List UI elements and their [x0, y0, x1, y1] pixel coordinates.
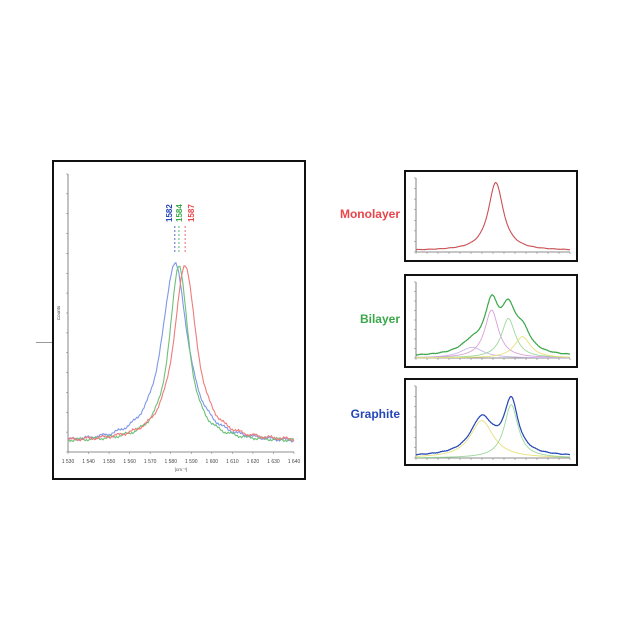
axis-stub-line [36, 342, 52, 343]
main-spectrum-svg: 1 530 1 540 1 550 1 560 1 570 1 580 1 590 1 600… [56, 173, 301, 472]
x-tick-label: 1 620 [247, 459, 260, 465]
monolayer-label: Monolayer [339, 207, 400, 221]
fit-component-line [415, 346, 571, 359]
x-axis-label: (cm⁻¹) [175, 467, 188, 472]
bilayer-inset-svg [414, 281, 571, 360]
x-tick-label: 1 590 [185, 459, 198, 465]
peak-annotation-label: 1587 [187, 204, 196, 222]
measured-spectrum-line [415, 294, 571, 356]
x-tick-label: 1 560 [123, 459, 136, 465]
fit-component-line [415, 404, 571, 459]
x-tick-label: 1 540 [82, 459, 95, 465]
graphite-inset-svg [414, 385, 571, 460]
fit-component-line [415, 309, 571, 358]
peak-annotation-label: 1584 [175, 204, 184, 222]
peak-annotation-label: 1582 [165, 204, 174, 222]
x-tick-label: 1 640 [288, 459, 301, 465]
main-spectrum-chart: 1 530 1 540 1 550 1 560 1 570 1 580 1 590 1 600… [52, 160, 306, 480]
x-tick-label: 1 630 [267, 459, 280, 465]
x-tick-label: 1 570 [144, 459, 157, 465]
monolayer-inset-chart [404, 170, 578, 262]
graphite-label: Graphite [350, 407, 400, 421]
fit-component-line [416, 336, 571, 359]
fit-component-line [415, 317, 571, 359]
fit-sum-line [415, 395, 571, 455]
x-tick-label: 1 530 [62, 459, 75, 465]
spectrum-line [67, 265, 295, 443]
x-tick-label: 1 580 [164, 459, 177, 465]
fit-component-line [415, 420, 571, 458]
monolayer-inset-svg [414, 177, 571, 254]
measured-spectrum-line [415, 395, 571, 456]
bilayer-inset-chart [404, 274, 578, 368]
x-tick-label: 1 600 [206, 459, 219, 465]
fit-line [415, 182, 571, 250]
graphite-inset-chart [404, 378, 578, 466]
bilayer-label: Bilayer [359, 312, 400, 326]
x-tick-label: 1 550 [103, 459, 116, 465]
y-axis-label: Counts [56, 305, 61, 320]
x-tick-label: 1 610 [226, 459, 239, 465]
spectrum-line [67, 261, 295, 443]
spectrum-line [415, 181, 571, 251]
fit-sum-line [415, 294, 571, 356]
spectrum-line [67, 264, 295, 442]
